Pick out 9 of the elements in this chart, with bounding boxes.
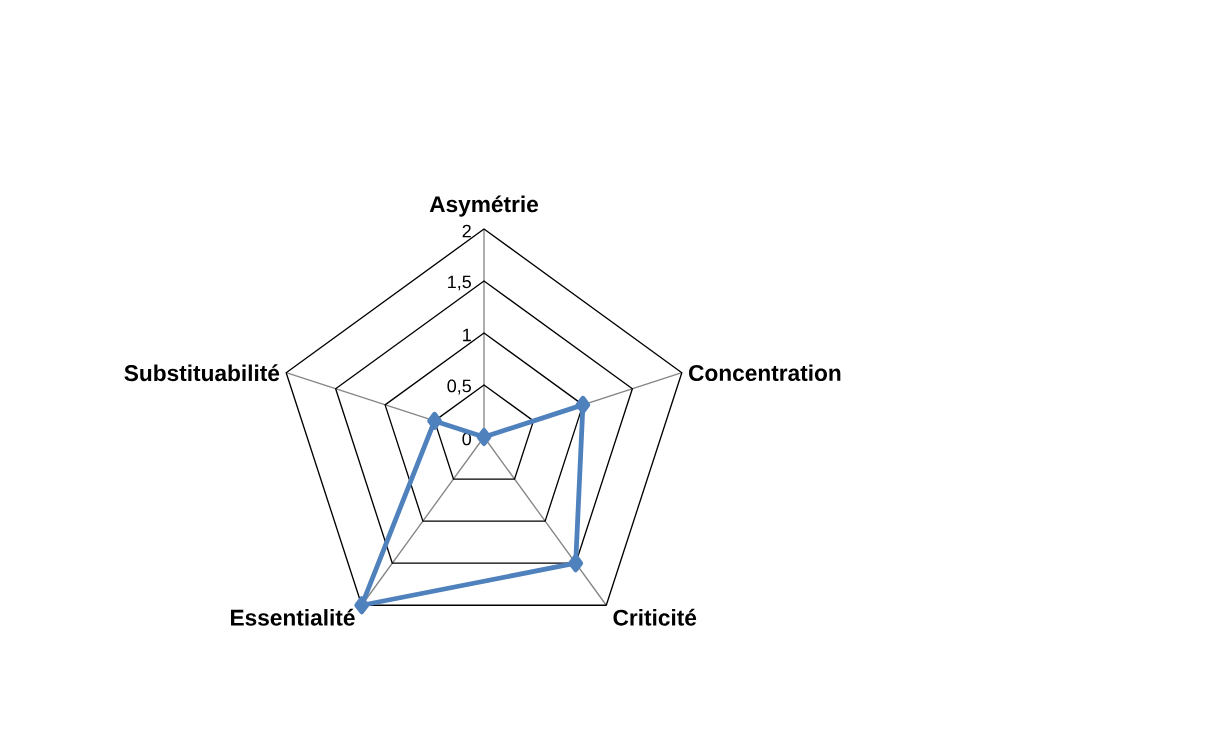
y-tick-label: 1 xyxy=(463,328,471,342)
y-tick-label: 2 xyxy=(462,224,471,238)
spoke-label: Criticité xyxy=(613,608,697,626)
y-tick-label: 0,5 xyxy=(447,379,471,395)
y-tick-label: 1,5 xyxy=(448,275,471,291)
spoke-label: Concentration xyxy=(689,364,841,382)
spoke-label: Substituabilité xyxy=(124,364,280,382)
spoke-label: Asymétrie xyxy=(429,195,539,217)
spoke-label: Essentialité xyxy=(231,608,355,626)
